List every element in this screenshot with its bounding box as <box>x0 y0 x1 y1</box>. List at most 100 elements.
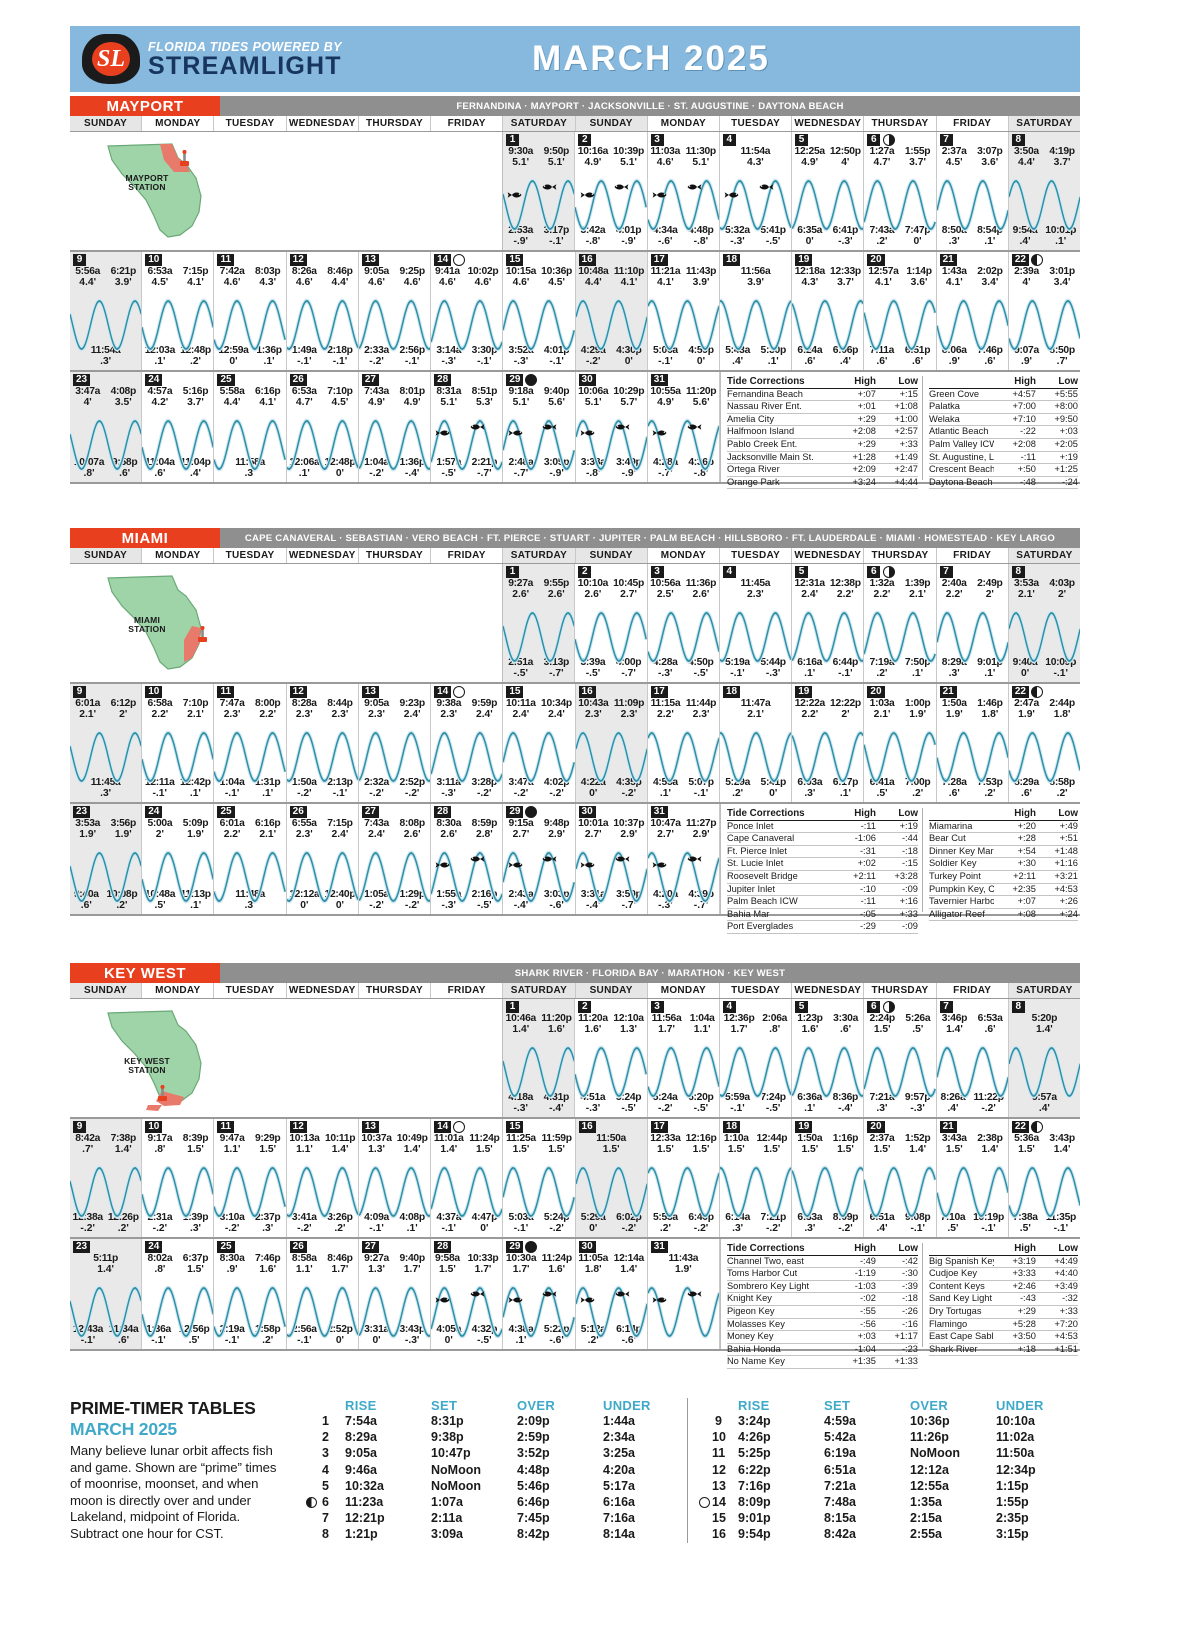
low-tide-entry: 6:03a .3' <box>797 778 822 800</box>
prime-timer-moon-cell <box>694 1478 712 1494</box>
low-tide-time: 4:09a <box>364 1212 389 1224</box>
low-tide-time: 9:08p <box>904 1212 931 1224</box>
tide-curve <box>647 1045 719 1099</box>
high-tide-entry: 9:47a 1.1' <box>219 1133 245 1156</box>
low-tide-height: .7' <box>1056 356 1068 368</box>
prime-timer-moon-cell <box>301 1526 319 1542</box>
low-tide-time: 2:37p <box>255 1212 281 1224</box>
low-tide-entry: 7:38a .5' <box>1013 1213 1038 1235</box>
high-tide-height: 2.2' <box>873 588 891 600</box>
tide-curve <box>431 850 503 904</box>
low-tide-entry: 9:40a 0' <box>1013 658 1038 680</box>
low-tide-height: -.1' <box>80 1335 96 1347</box>
tide-corrections-panel: Tide Corrections High Low Channel Two, east… <box>719 1239 1080 1369</box>
high-tide-time: 1:03a <box>869 698 895 709</box>
correction-high-value: -:11 <box>860 820 876 831</box>
low-tide-group: 4:28a -.3' 4:50p -.5' <box>648 658 719 680</box>
prime-timer-under: 7:16a <box>603 1511 635 1526</box>
low-tide-group: 6:03a .3' 6:17p .1' <box>792 778 863 800</box>
prime-timer-header-rise: RISE <box>738 1398 770 1413</box>
low-tide-height: -.1' <box>297 1335 312 1347</box>
correction-station-name: Knight Key <box>726 1293 772 1304</box>
correction-low-value: +2:05 <box>1054 438 1078 449</box>
fish-icon <box>540 178 557 190</box>
high-tide-group: 11:50a 1.5' <box>576 1133 647 1156</box>
high-tide-entry: 9:30a 5.1' <box>508 146 533 169</box>
high-tide-entry: 7:15p 2.4' <box>327 818 353 841</box>
low-tide-entry: 2:56p -.1' <box>399 346 425 368</box>
low-tide-entry: 11:22p -.2' <box>973 1092 1004 1115</box>
corrections-row: Palatka +7:00 +8:00 <box>928 401 1078 414</box>
high-tide-entry: 4:19p 3.7' <box>1049 146 1075 169</box>
low-tide-height: -.5' <box>693 668 709 680</box>
low-tide-time: 6:17p <box>832 777 859 789</box>
low-tide-time: 3:31a <box>364 1324 389 1336</box>
day-number: 13 <box>361 254 379 266</box>
high-tide-entry: 10:06a 5.1' <box>578 386 609 409</box>
high-tide-group: 4:57a 4.2' 5:16p 3.7' <box>142 386 213 409</box>
correction-low-value: +1:08 <box>894 401 918 412</box>
low-tide-height: .3' <box>244 468 256 480</box>
tide-curve <box>358 1285 431 1339</box>
high-tide-height: 1.5' <box>187 1143 204 1155</box>
high-tide-height: 1.4' <box>331 1143 349 1155</box>
low-tide-time: 4:55a <box>652 777 678 789</box>
day-number: 9 <box>73 686 86 698</box>
tide-curve <box>503 1285 575 1339</box>
high-tide-height: .8' <box>154 1263 166 1275</box>
low-tide-entry: 6:41a .5' <box>870 778 895 800</box>
high-tide-time: 9:47a <box>219 1133 245 1144</box>
low-tide-entry: 1:29p -.2' <box>399 890 425 912</box>
high-tide-entry: 7:46p 1.6' <box>255 1253 281 1276</box>
high-tide-entry: 8:03p 4.3' <box>255 266 281 289</box>
tide-curve <box>286 850 358 904</box>
high-tide-height: 4' <box>1022 276 1031 288</box>
correction-high-value: -1:06 <box>854 833 876 844</box>
low-tide-height: -.8' <box>585 468 601 480</box>
corrections-row: Flamingo +5:28 +7:20 <box>928 1319 1078 1332</box>
high-tide-time: 9:41a <box>434 266 460 277</box>
high-tide-group: 11:01a 1.4' 11:24p 1.5' <box>431 1133 502 1156</box>
low-tide-time: 1:36a <box>146 1324 171 1336</box>
high-tide-time: 11:20a <box>578 1013 608 1024</box>
low-tide-time: 2:51a <box>508 657 534 669</box>
corrections-row: St. Lucie Inlet +:02 -:15 <box>726 858 918 871</box>
low-tide-time: 2:43a <box>508 889 534 901</box>
high-tide-entry: 6:53a .6' <box>978 1013 1003 1036</box>
low-tide-time: 3:41a <box>291 1212 317 1224</box>
corrections-low-header: Low <box>1058 376 1078 387</box>
high-tide-entry: 2:49p 2' <box>977 578 1003 601</box>
high-tide-time: 11:01a <box>433 1133 464 1144</box>
high-tide-entry: 11:43a 1.9' <box>669 1253 699 1276</box>
high-tide-group: 3:50a 4.4' 4:19p 3.7' <box>1009 146 1080 169</box>
low-tide-time: 11:22p <box>973 1092 1004 1104</box>
low-tide-height: .3' <box>100 788 112 800</box>
low-tide-height: 0' <box>589 788 598 800</box>
low-tide-time: 7:38a <box>1012 1212 1038 1224</box>
correction-high-value: +7:10 <box>1012 413 1036 424</box>
high-tide-time: 11:05a <box>578 1253 609 1264</box>
high-tide-height: 2.4' <box>801 588 819 600</box>
high-tide-entry: 9:17a .8' <box>147 1133 172 1156</box>
high-tide-time: 8:31a <box>436 386 462 397</box>
high-tide-group: 11:43a 1.9' <box>648 1253 719 1276</box>
low-tide-group: 3:31a 0' 3:43p -.3' <box>359 1325 430 1347</box>
tide-curve <box>503 850 575 904</box>
high-tide-group: 6:58a 2.2' 7:10p 2.1' <box>142 698 213 721</box>
prime-timer-rise: 9:01p <box>738 1511 771 1526</box>
tide-curve <box>719 298 792 352</box>
low-tide-entry: 7:28a .6' <box>942 778 967 800</box>
prime-timer-set: 8:31p <box>431 1414 464 1428</box>
correction-high-value: -:49 <box>859 1255 876 1266</box>
low-tide-height: -.2' <box>152 1223 168 1235</box>
dow-sunday-0: SUNDAY <box>70 983 143 998</box>
tide-curve <box>719 610 791 664</box>
low-tide-entry: 7:47p 0' <box>905 226 931 248</box>
low-tide-entry: 5:24a -.2' <box>653 1093 678 1115</box>
corrections-column-right: High Low Miamarina +:20 +:49 Bear Cut +:28 +:51… <box>921 808 1078 922</box>
high-tide-entry: 11:54a 4.3' <box>741 146 771 169</box>
day-cell: 14 9:38a 2.3' 9:59p 2.4' 3:11a -.3' 3:28p -.2' <box>431 684 504 802</box>
high-tide-height: 4.5' <box>151 276 169 288</box>
low-tide-entry: 4:32p -.5' <box>472 1325 498 1347</box>
dow-saturday-13: SATURDAY <box>1008 116 1081 131</box>
